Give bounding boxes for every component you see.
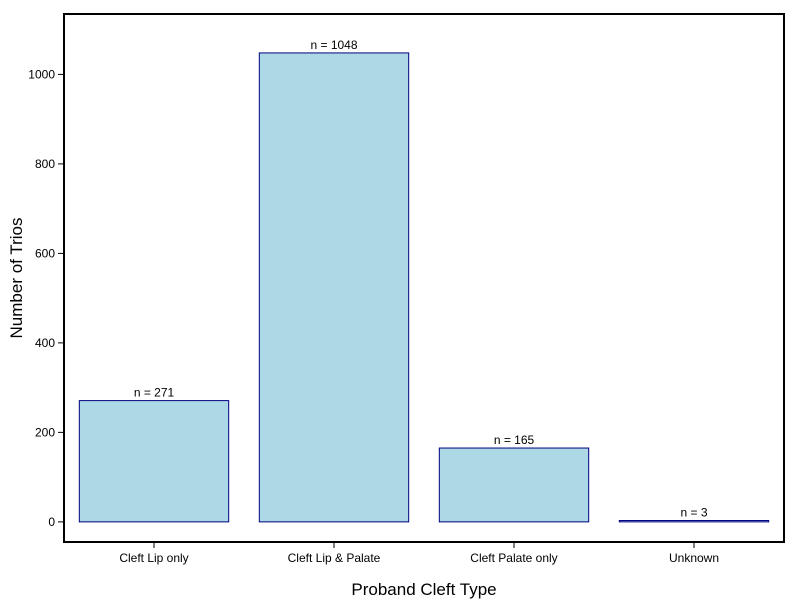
y-tick-label: 0 xyxy=(48,515,55,529)
y-tick-label: 400 xyxy=(35,336,55,350)
bar xyxy=(78,400,230,523)
bar-value-label: n = 165 xyxy=(494,433,535,447)
x-axis-title: Proband Cleft Type xyxy=(351,580,496,599)
bar-series xyxy=(78,52,770,523)
y-tick-label: 1000 xyxy=(28,67,55,81)
y-tick-label: 600 xyxy=(35,246,55,260)
y-tick-label: 200 xyxy=(35,425,55,439)
bar-value-label: n = 271 xyxy=(134,386,175,400)
x-tick-label: Unknown xyxy=(669,551,719,565)
bar-value-label: n = 3 xyxy=(680,506,707,520)
x-tick-label: Cleft Lip & Palate xyxy=(288,551,381,565)
bar-value-label: n = 1048 xyxy=(310,38,357,52)
data-labels: n = 271 n = 1048 n = 165 n = 3 xyxy=(134,38,708,520)
plot-frame xyxy=(63,13,785,543)
bar xyxy=(618,520,770,523)
bar xyxy=(438,447,590,523)
bar xyxy=(258,52,410,523)
y-axis: 0 200 400 600 800 1000 xyxy=(28,67,64,529)
x-tick-label: Cleft Palate only xyxy=(470,551,557,565)
y-axis-title: Number of Trios xyxy=(7,218,26,339)
y-tick-label: 800 xyxy=(35,157,55,171)
x-tick-label: Cleft Lip only xyxy=(119,551,188,565)
x-axis: Cleft Lip only Cleft Lip & Palate Cleft Pa… xyxy=(119,542,719,565)
